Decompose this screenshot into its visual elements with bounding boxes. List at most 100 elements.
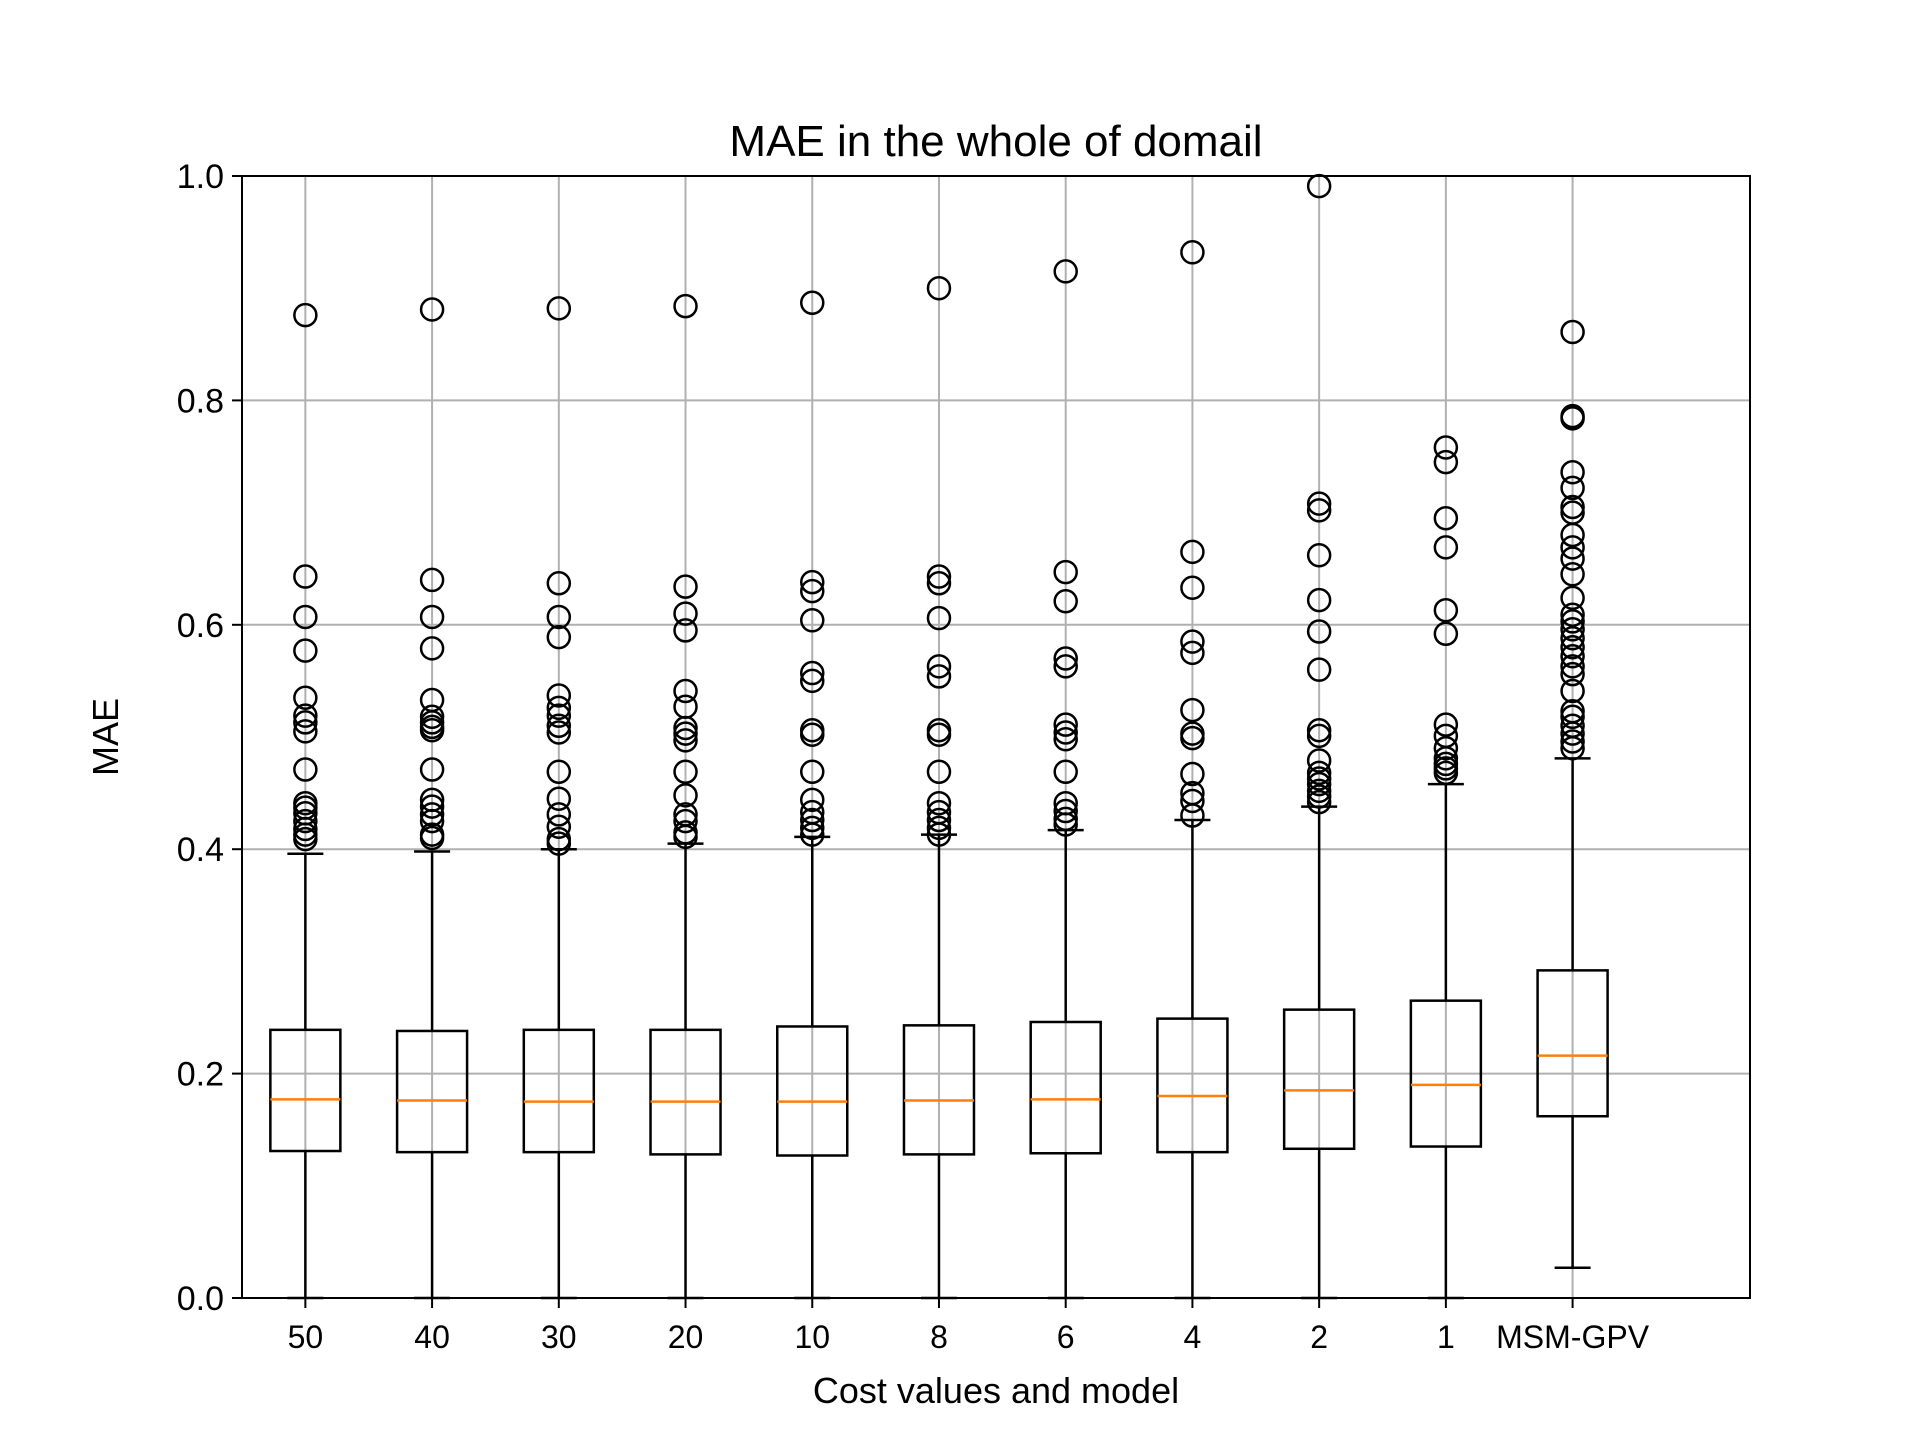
outlier-point [1433,712,1459,737]
outlier-point [546,624,572,650]
outlier-point [293,638,318,663]
box-body [269,1028,342,1153]
outlier-point [926,759,952,785]
outlier-point [293,710,318,735]
outlier-point [1560,602,1585,627]
outlier-point [546,713,572,739]
y-tick-label: 1.0 [177,158,224,196]
outlier-point [1560,403,1585,429]
box-MSM-GPV [1536,319,1609,1269]
outlier-point [1433,751,1459,777]
outlier-point [1053,646,1078,671]
outlier-point [546,826,572,852]
box-body [1282,1008,1356,1151]
outlier-point [1560,459,1585,485]
outlier-point [1306,748,1332,773]
outlier-point [673,783,698,808]
outlier-point [926,664,952,689]
outlier-point [926,564,952,589]
outlier-point [673,293,698,319]
y-tick-label: 0.8 [177,382,224,420]
outlier-point [1433,505,1459,531]
outlier-point [1560,546,1585,571]
outlier-point [1306,778,1332,804]
x-tick-label: 40 [414,1319,450,1355]
outlier-point [800,799,825,825]
outlier-point [1053,559,1078,585]
outlier-point [1560,535,1585,560]
outlier-point [673,808,698,834]
outlier-point [419,822,445,847]
box-body [902,1024,976,1156]
outlier-point [1560,626,1585,651]
outlier-point [1053,790,1078,816]
outlier-point [1306,766,1332,791]
x-tick-label: 2 [1310,1319,1328,1355]
outlier-point [1433,449,1459,475]
outlier-point [1560,643,1585,669]
outlier-point [1560,617,1585,642]
outlier-point [673,721,698,746]
outlier-point [1560,500,1585,525]
outlier-point [1306,771,1332,797]
box-50 [269,302,342,1300]
outlier-point [1560,661,1585,687]
outlier-point [1560,319,1585,345]
x-tick-label: 8 [930,1319,948,1355]
plot-frame [241,175,1751,1299]
x-tick-label: 1 [1437,1319,1455,1355]
x-tick-label: 50 [288,1319,324,1355]
outlier-point [1560,704,1585,730]
outlier-point [926,654,952,679]
outlier-point [1053,712,1078,737]
outlier-point [673,694,698,719]
outlier-point [293,757,318,782]
outlier-point [293,685,318,710]
outlier-point [1306,619,1332,644]
box-body [649,1028,722,1156]
outlier-point [293,801,318,826]
outlier-point [673,618,698,643]
outlier-point [800,759,825,785]
outlier-point [1306,789,1332,815]
outlier-point [673,678,698,704]
outlier-point [926,718,952,743]
outlier-point [419,567,445,593]
outlier-point [1433,535,1459,560]
outlier-point [673,601,698,626]
outlier-point [1560,475,1585,501]
outlier-point [293,808,318,834]
outlier-point [419,297,445,322]
outlier-point [1180,640,1205,666]
outlier-point [546,720,572,745]
outlier-point [293,719,318,744]
outlier-point [419,704,445,730]
outlier-point [800,807,825,833]
outlier-point [1433,597,1459,623]
outlier-point [1306,760,1332,786]
outlier-point [1180,539,1205,565]
outlier-point [673,802,698,827]
outlier-point [1306,587,1332,613]
outlier-point [926,790,952,816]
outlier-point [926,275,952,301]
outlier-point [926,571,952,596]
outlier-point [1306,718,1332,743]
outlier-point [293,703,318,728]
outlier-point [926,799,952,825]
box-body [522,1028,596,1154]
box-body [395,1029,469,1154]
outlier-point [1560,562,1585,587]
outlier-point [1180,697,1205,723]
outlier-point [1306,657,1332,682]
outlier-point [800,668,825,694]
outlier-point [419,636,445,661]
outlier-point [546,695,572,721]
outlier-point [1053,720,1078,745]
y-axis-label: MAE [85,698,126,776]
outlier-point [1560,678,1585,704]
outlier-point [926,815,952,841]
outlier-point [800,569,825,595]
outlier-point [1180,761,1205,787]
